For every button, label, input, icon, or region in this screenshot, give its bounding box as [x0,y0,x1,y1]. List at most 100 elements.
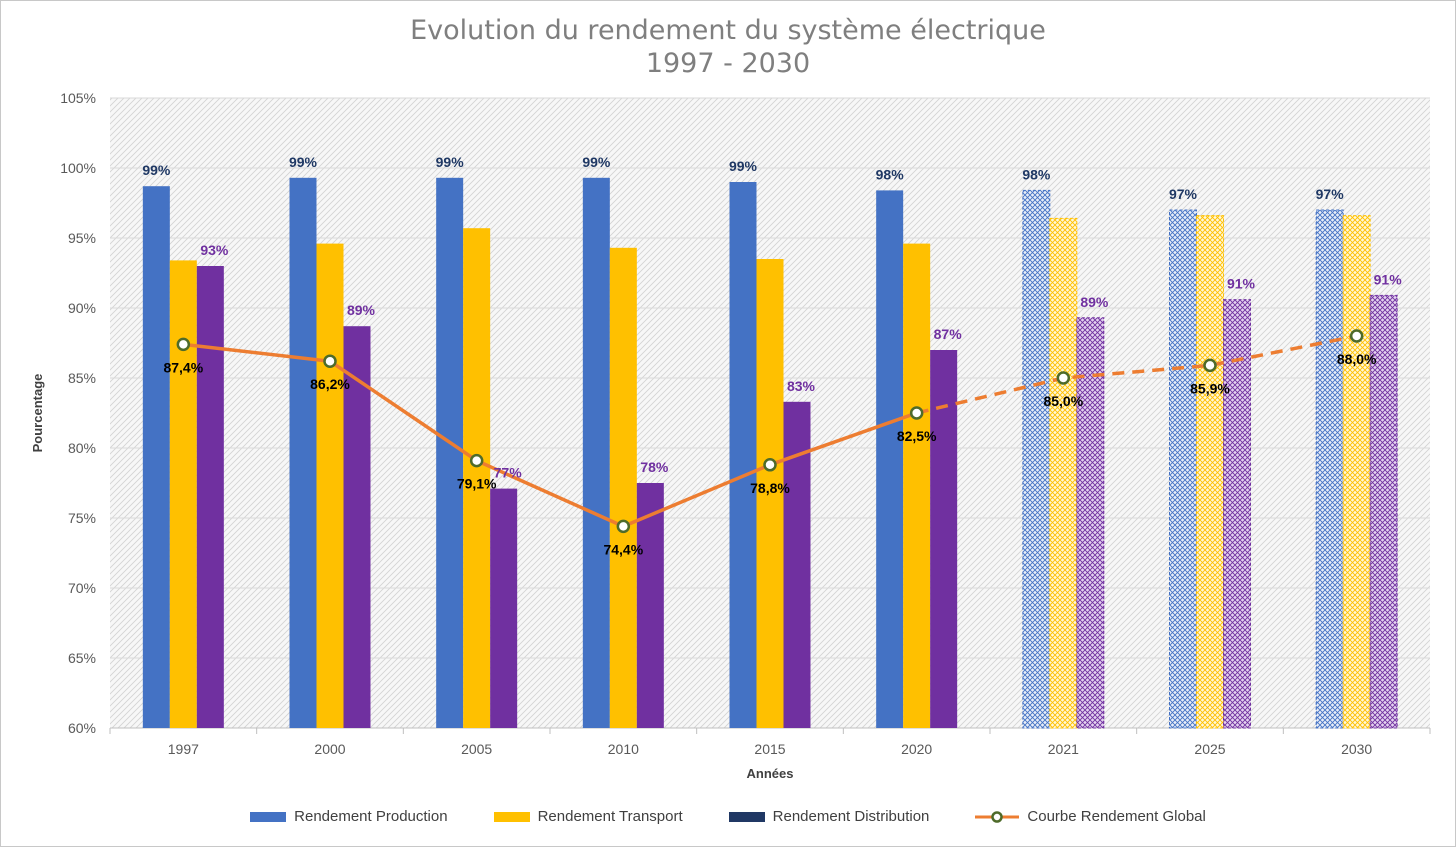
bar-rendement-transport [316,243,344,728]
global-efficiency-marker [763,458,777,472]
global-efficiency-marker [323,354,337,368]
bar-rendement-transport [609,247,637,729]
y-tick-label: 75% [68,510,96,526]
data-label-rendement-production: 99% [582,154,611,170]
y-tick-label: 100% [60,160,96,176]
y-tick-label: 90% [68,300,96,316]
global-efficiency-line-solid [183,342,918,529]
chart-svg: 60% 65% 70% 75% 80% 85% 90% 95% 100% 105% 1997 2000… [30,90,1431,781]
global-efficiency-label: 85,0% [1043,393,1083,409]
data-label-rendement-production: 99% [142,162,171,178]
global-efficiency-label: 79,1% [457,476,497,492]
global-efficiency-marker [1056,371,1071,385]
global-efficiency-marker [616,519,631,534]
bar-rendement-distribution [1369,294,1398,729]
y-tick-label: 105% [60,90,96,106]
bar-rendement-transport [1196,215,1224,729]
y-tick-label: 95% [68,230,96,246]
legend-label: Rendement Transport [537,808,683,825]
bar-rendement-production [876,190,904,728]
data-label-rendement-distribution: 89% [347,302,376,318]
legend-swatch [493,811,530,822]
y-axis-label: Pourcentage [30,374,45,453]
data-label-rendement-distribution: 91% [1374,271,1403,287]
bar-rendement-distribution [1076,317,1105,729]
chart-title: Evolution du rendement du système électr… [410,15,1046,46]
data-label-rendement-distribution: 91% [1227,276,1256,292]
legend-swatch [975,810,1020,823]
bar-rendement-distribution [1223,299,1251,729]
x-tick-label: 2005 [461,741,492,757]
global-efficiency-marker [1349,329,1364,343]
bar-rendement-distribution [930,350,958,728]
x-axis-label: Années [747,766,794,781]
x-tick-label: 2025 [1194,741,1225,757]
bar-rendement-distribution [636,483,664,728]
y-tick-label: 85% [68,370,96,386]
data-label-rendement-production: 99% [729,158,758,174]
bar-rendement-production [436,177,464,729]
global-efficiency-label: 82,5% [897,428,937,444]
global-efficiency-label: 88,0% [1337,351,1377,367]
global-efficiency-label: 78,8% [750,480,790,496]
global-efficiency-marker [1203,358,1217,373]
global-efficiency-marker [176,337,191,352]
data-label-rendement-distribution: 77% [494,465,523,481]
chart-subtitle: 1997 - 2030 [645,48,811,79]
bar-rendement-transport [1049,217,1078,729]
bar-rendement-transport [1342,215,1371,729]
global-efficiency-marker [469,453,484,468]
bar-rendement-transport [756,259,784,728]
bar-rendement-production [1022,189,1051,729]
legend-swatch [728,811,765,822]
data-label-rendement-production: 98% [876,166,905,182]
bar-rendement-distribution [343,326,371,728]
legend-label: Rendement Production [294,808,448,825]
legend-label: Rendement Distribution [772,808,930,825]
bar-rendement-production [1169,209,1197,729]
legend-item: Rendement Distribution [728,808,930,825]
data-label-rendement-distribution: 93% [200,242,229,258]
legend-label: Courbe Rendement Global [1027,808,1206,825]
legend: Rendement Production Rendement Transport R… [0,808,1456,825]
global-efficiency-label: 74,4% [603,541,643,557]
y-tick-label: 80% [68,440,96,456]
bar-rendement-production [289,177,317,729]
x-tick-label: 2000 [314,741,345,757]
global-efficiency-label: 86,2% [310,376,350,392]
global-efficiency-label: 85,9% [1190,380,1230,396]
bar-rendement-production [1315,209,1344,729]
global-efficiency-marker [909,406,924,420]
x-tick-label: 1997 [168,741,199,757]
bar-rendement-production [729,182,757,728]
x-tick-label: 2010 [608,741,639,757]
bar-rendement-transport [463,228,491,728]
data-label-rendement-distribution: 78% [640,459,669,475]
chart-title-block: Evolution du rendement du système électr… [0,14,1456,80]
x-tick-label: 2021 [1048,741,1079,757]
bar-rendement-production [142,186,170,728]
data-label-rendement-production: 97% [1169,186,1198,202]
data-label-rendement-distribution: 87% [934,326,963,342]
data-label-rendement-production: 98% [1022,166,1051,182]
bar-rendement-distribution [196,266,224,728]
x-tick-label: 2020 [901,741,932,757]
data-label-rendement-production: 99% [436,154,465,170]
data-label-rendement-distribution: 83% [787,378,816,394]
legend-swatch [250,811,287,822]
data-label-rendement-distribution: 89% [1080,294,1109,310]
bar-rendement-production [582,177,610,729]
legend-item: Courbe Rendement Global [975,808,1206,825]
bar-rendement-transport [169,260,197,728]
x-tick-label: 2030 [1341,741,1372,757]
y-tick-label: 70% [68,580,96,596]
data-label-rendement-production: 97% [1316,186,1345,202]
bar-rendement-distribution [490,488,518,728]
bar-rendement-transport [903,243,931,728]
x-tick-label: 2015 [754,741,785,757]
data-label-rendement-production: 99% [289,154,318,170]
global-efficiency-line-projected [916,334,1358,415]
legend-item: Rendement Transport [493,808,683,825]
global-efficiency-label: 87,4% [163,359,203,375]
y-tick-label: 65% [68,650,96,666]
